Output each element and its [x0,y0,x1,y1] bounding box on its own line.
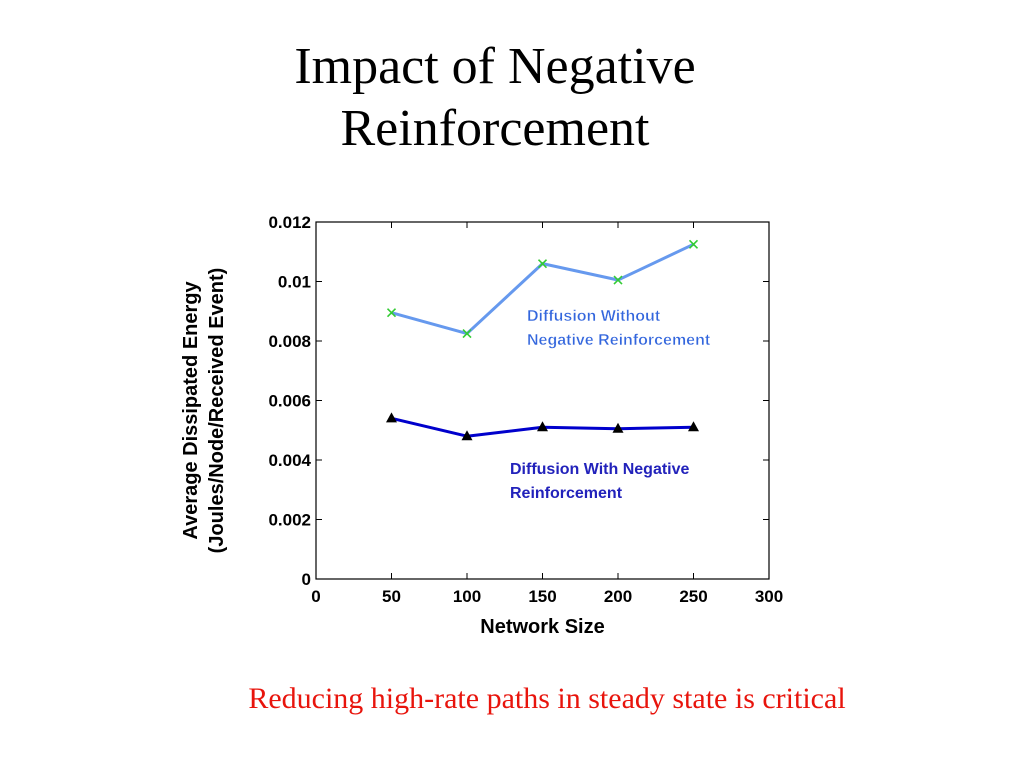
x-tick-label: 300 [755,587,783,606]
x-marker-stroke [462,328,472,339]
data-point-x-marker [613,275,623,285]
y-tick-label: 0.004 [268,451,311,470]
y-tick-label: 0.01 [278,273,311,292]
data-point-triangle [688,421,699,432]
y-axis-title-line2: (Joules/Node/Received Event) [206,268,228,554]
data-point-x-marker [688,239,699,249]
x-marker-stroke [537,259,548,269]
x-marker-stroke [688,239,699,249]
data-point-triangle [612,422,624,433]
y-tick-label: 0.002 [268,511,311,530]
data-point-triangle [386,412,397,423]
y-axis-title-line1: Average Dissipated Energy [180,281,202,540]
y-tick-label: 0.006 [268,392,311,411]
series-layer [386,239,699,441]
x-tick-label: 100 [453,587,481,606]
series-label-without-line1: Diffusion Without [527,308,661,325]
slide-title: Impact of Negative Reinforcement [0,36,990,160]
x-axis-title: Network Size [480,616,604,638]
slide-title-line2: Reinforcement [340,100,650,157]
footer-caption: Reducing high-rate paths in steady state… [248,682,846,715]
series-label-without-line2: Negative Reinforcement [527,332,711,349]
data-point-x-marker [386,308,397,318]
data-point-triangle [537,421,548,432]
data-point-x-marker [537,259,548,269]
x-tick-label: 150 [528,587,556,606]
axes-layer: 0 50 100 150 200 250 300 0 0.002 0.004 0.006 0.008 0… [268,213,783,606]
x-marker-stroke [613,275,623,285]
y-tick-label: 0 [302,570,311,589]
x-tick-label: 250 [679,587,707,606]
series-label-with-line2: Reinforcement [510,485,623,502]
data-point-x-marker [462,328,472,339]
x-tick-label: 0 [311,587,320,606]
slide-title-line1: Impact of Negative [294,38,696,95]
x-marker-stroke [386,308,397,318]
data-point-triangle [461,430,473,441]
series-label-with-line1: Diffusion With Negative [510,461,690,478]
x-tick-label: 50 [382,587,401,606]
x-tick-label: 200 [604,587,632,606]
label-layer: Network Size Average Dissipated Energy (Jo… [180,268,711,638]
y-tick-label: 0.012 [268,213,311,232]
y-tick-label: 0.008 [268,332,311,351]
plot-frame [315,221,770,580]
